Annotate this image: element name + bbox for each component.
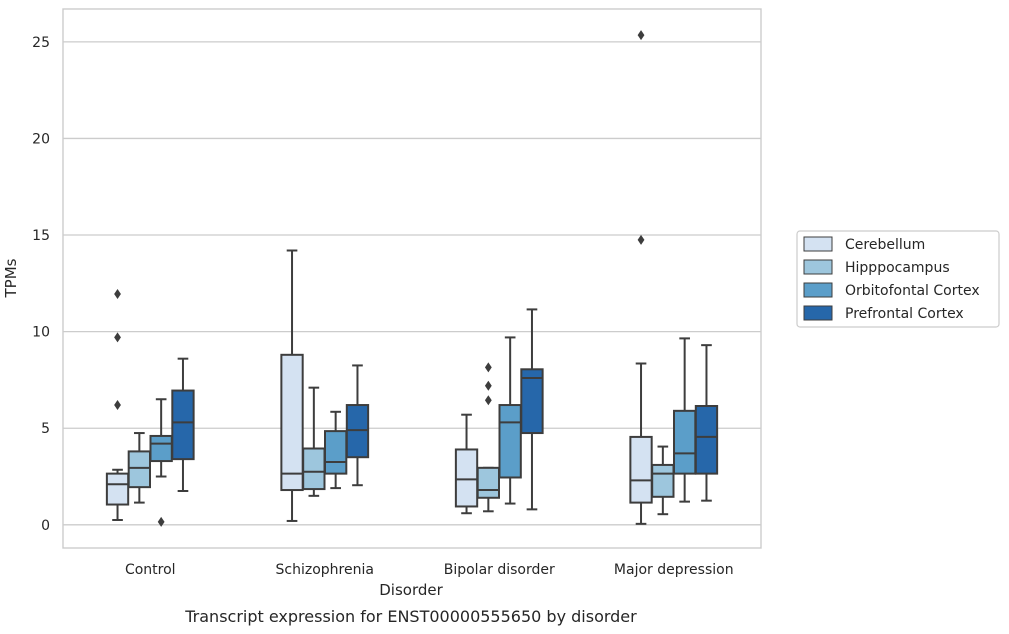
x-tick-label-2: Bipolar disorder [444, 562, 555, 578]
box-3-1 [651, 445, 675, 516]
y-tick-label-1: 5 [41, 421, 50, 437]
box-0-0 [105, 288, 130, 521]
legend: Cerebellum Hipppocampus Orbitofontal Corte… [796, 230, 1000, 328]
chart-caption: Transcript expression for ENST0000055565… [184, 607, 637, 626]
box-body [280, 353, 304, 492]
legend-label-1: Hipppocampus [845, 260, 950, 276]
y-tick-label-3: 15 [32, 228, 50, 244]
box-1-0 [280, 249, 304, 522]
box-body [673, 409, 697, 475]
box-1-2 [324, 410, 348, 490]
box-1-1 [302, 386, 326, 497]
box-body [454, 448, 479, 508]
outlier-point-1 [114, 332, 121, 343]
box-body [694, 405, 719, 475]
legend-swatch-1 [803, 259, 833, 275]
box-2-2 [498, 336, 522, 505]
outlier-point-0 [157, 516, 165, 527]
box-body [324, 430, 348, 475]
outlier-point-0 [484, 395, 492, 406]
legend-swatch-2 [803, 282, 833, 298]
box-body [302, 447, 326, 491]
legend-label-2: Orbitofontal Cortex [845, 283, 980, 299]
y-axis-title: TPMs [2, 258, 20, 298]
legend-swatch-0 [803, 236, 833, 252]
box-1-3 [345, 364, 370, 487]
plot-frame [62, 8, 762, 549]
x-tick-label-1: Schizophrenia [276, 562, 374, 578]
box-body [629, 435, 653, 504]
y-tick-label-4: 20 [32, 131, 50, 147]
box-0-3 [171, 357, 195, 493]
box-0-2 [149, 398, 173, 527]
box-body [171, 389, 195, 461]
outlier-point-1 [637, 30, 645, 41]
box-body [651, 463, 675, 498]
box-2-0 [454, 413, 479, 515]
outlier-point-0 [114, 400, 121, 411]
box-3-0 [629, 30, 653, 525]
y-tick-label-0: 0 [41, 518, 50, 534]
outlier-point-1 [484, 380, 492, 391]
box-body [520, 368, 544, 435]
outlier-point-2 [114, 288, 121, 299]
x-axis-title: Disorder [379, 581, 443, 599]
box-3-2 [673, 337, 697, 503]
box-3-3 [694, 344, 719, 502]
axis-labels: 0 5 10 15 20 25 Control Schizophrenia Bipolar di… [32, 35, 733, 578]
y-tick-label-2: 10 [32, 325, 50, 341]
outlier-point-2 [484, 362, 492, 373]
legend-frame [796, 230, 1000, 328]
box-0-1 [127, 432, 151, 504]
legend-label-3: Prefrontal Cortex [845, 306, 964, 322]
box-2-3 [520, 308, 544, 511]
legend-label-0: Cerebellum [845, 237, 925, 253]
box-body [105, 472, 130, 506]
outlier-point-0 [637, 234, 645, 245]
box-body [476, 466, 500, 499]
x-tick-label-3: Major depression [614, 562, 734, 578]
y-tick-label-5: 25 [32, 35, 50, 51]
legend-swatch-3 [803, 305, 833, 321]
x-tick-label-0: Control [125, 562, 176, 578]
box-2-1 [476, 362, 500, 513]
box-body [498, 404, 522, 479]
box-series [105, 30, 719, 527]
box-body [149, 434, 173, 463]
box-body [127, 450, 151, 489]
